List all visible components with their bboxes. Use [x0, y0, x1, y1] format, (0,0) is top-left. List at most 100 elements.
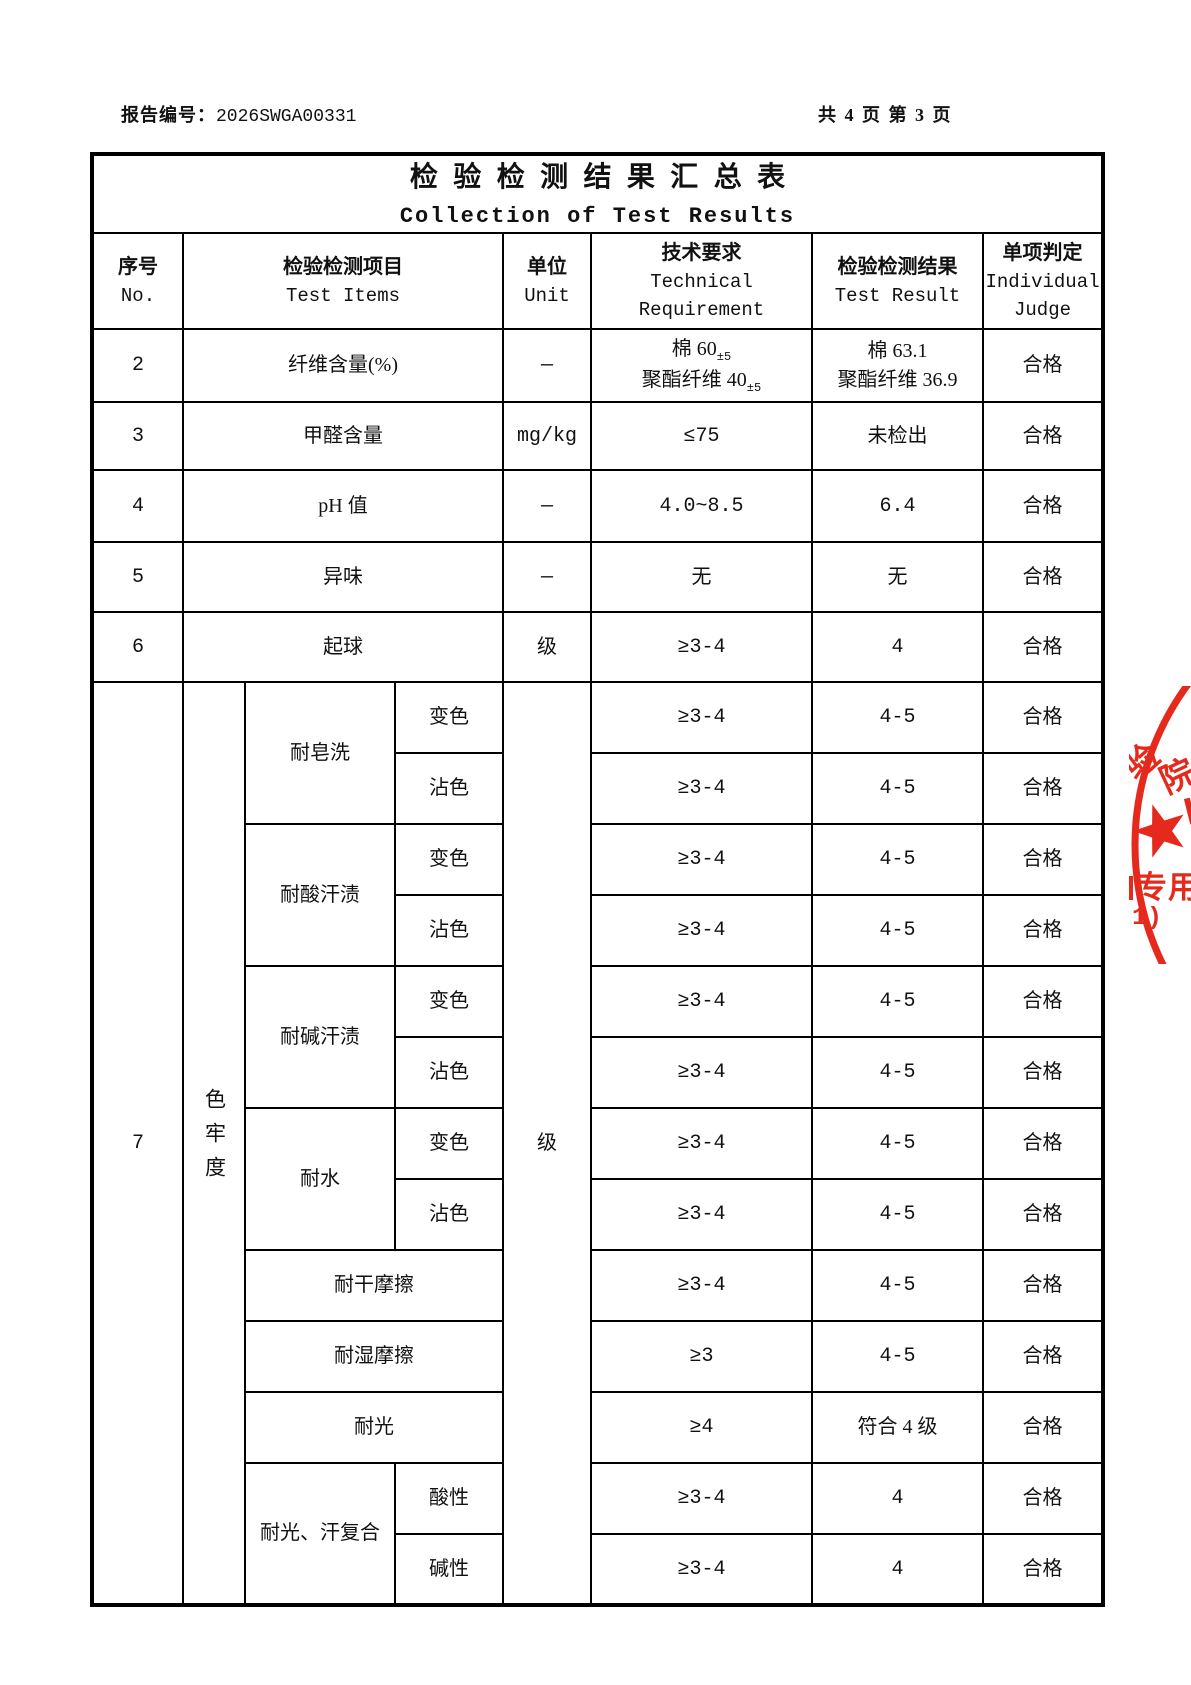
judge-cell: 合格	[982, 752, 1104, 826]
col-header-result: 检验检测结果 Test Result	[811, 232, 984, 331]
page-count: 共 4 页 第 3 页	[818, 105, 953, 125]
unit-cell: 级	[502, 681, 592, 1607]
result-cell: 4-5	[811, 1320, 984, 1394]
kind-cell: 沾色	[394, 1036, 504, 1110]
col-header-result-en: Test Result	[834, 285, 961, 308]
judge-cell: 合格	[982, 1036, 1104, 1110]
requirement-cell: ≥3	[590, 1320, 813, 1394]
group-cell: 耐干摩擦	[244, 1249, 504, 1323]
requirement-cell: ≥3-4	[590, 611, 813, 684]
stamp-partial-stroke	[1183, 797, 1191, 825]
table-title-cn: 检验检测结果汇总表	[409, 162, 801, 193]
col-header-req-cn: 技术要求	[661, 241, 742, 264]
stamp-bottom-text: 1)	[1132, 903, 1162, 932]
table-row: 耐干摩擦 ≥3-4 4-5 合格	[92, 1249, 1104, 1323]
result-cell: 4-5	[811, 752, 984, 826]
table-row: 6 起球 级 ≥3-4 4 合格	[91, 611, 1104, 684]
unit-cell: —	[502, 328, 592, 404]
official-stamp: 验 院 专用 1)	[1129, 686, 1191, 964]
result-cell: 4-5	[811, 823, 984, 897]
table-row: 7 色牢度 耐皂洗 变色 级 ≥3-4 4-5 合格	[91, 681, 1104, 1607]
kind-cell: 变色	[394, 681, 504, 755]
table-row: 耐酸汗渍 变色 ≥3-4 4-5 合格	[92, 823, 1104, 968]
col-header-items-cn: 检验检测项目	[283, 256, 403, 279]
kind-cell: 变色	[394, 1107, 504, 1181]
judge-cell: 合格	[982, 965, 1104, 1039]
requirement-line1-subscript: ±5	[716, 349, 732, 364]
requirement-cell: 无	[590, 541, 813, 614]
table-row: 耐水 变色 ≥3-4 4-5 合格	[92, 1107, 1104, 1252]
unit-cell: —	[502, 469, 592, 544]
requirement-line1: 棉 60	[671, 337, 717, 360]
col-header-requirement: 技术要求 Technical Requirement	[590, 232, 813, 331]
group-cell: 耐水	[244, 1107, 396, 1252]
table-row: 3 甲醛含量 mg/kg ≤75 未检出 合格	[91, 401, 1104, 472]
result-cell: 符合 4 级	[811, 1391, 984, 1465]
row-no-cell: 6	[91, 611, 184, 684]
col-header-no-en: No.	[120, 285, 156, 308]
requirement-cell: ≥4	[590, 1391, 813, 1465]
table-row: 碱性 ≥3-4 4 合格	[92, 1533, 1104, 1607]
judge-cell: 合格	[982, 1249, 1104, 1323]
category-cell: 色牢度	[182, 681, 246, 1607]
row-no-cell: 4	[91, 469, 184, 544]
judge-cell: 合格	[982, 894, 1104, 968]
kind-cell: 沾色	[394, 1178, 504, 1252]
judge-cell: 合格	[982, 469, 1104, 544]
col-header-req-en2: Requirement	[638, 299, 765, 322]
stamp-ring	[1131, 686, 1191, 964]
col-header-judge: 单项判定 Individual Judge	[982, 232, 1104, 331]
col-header-judge-cn: 单项判定	[1002, 241, 1083, 264]
requirement-cell: ≥3-4	[590, 1533, 813, 1607]
table-row: 沾色 ≥3-4 4-5 合格	[92, 1178, 1104, 1252]
stamp-arc-char-1: 验	[1129, 736, 1168, 788]
result-cell: 4-5	[811, 965, 984, 1039]
item-cell: 异味	[182, 541, 504, 614]
stamp-star-icon	[1133, 804, 1184, 858]
col-header-no-cn: 序号	[118, 256, 158, 279]
table-title-en: Collection of Test Results	[399, 203, 796, 229]
requirement-cell: ≥3-4	[590, 823, 813, 897]
kind-cell: 变色	[394, 965, 504, 1039]
report-number-value: 2026SWGA00331	[216, 107, 357, 127]
result-line2: 聚酯纤维 36.9	[837, 368, 958, 391]
col-header-unit: 单位 Unit	[502, 232, 592, 331]
item-cell: 甲醛含量	[182, 401, 504, 472]
result-cell: 4-5	[811, 1107, 984, 1181]
requirement-cell: ≥3-4	[590, 894, 813, 968]
row-no-cell: 2	[91, 328, 184, 404]
table-row: 沾色 ≥3-4 4-5 合格	[92, 752, 1104, 826]
requirement-cell: ≤75	[590, 401, 813, 472]
judge-cell: 合格	[982, 1533, 1104, 1607]
requirement-cell: ≥3-4	[590, 752, 813, 826]
col-header-unit-cn: 单位	[527, 256, 567, 279]
result-cell: 4-5	[811, 1249, 984, 1323]
col-header-items: 检验检测项目 Test Items	[182, 232, 504, 331]
col-header-judge-en2: Judge	[1013, 299, 1071, 322]
group-cell: 耐酸汗渍	[244, 823, 396, 968]
item-cell: 起球	[182, 611, 504, 684]
kind-cell: 沾色	[394, 894, 504, 968]
requirement-cell: ≥3-4	[590, 1036, 813, 1110]
col-header-judge-en1: Individual	[985, 270, 1100, 293]
judge-cell: 合格	[982, 541, 1104, 614]
table-row: 沾色 ≥3-4 4-5 合格	[92, 1036, 1104, 1110]
judge-cell: 合格	[982, 1107, 1104, 1181]
result-cell: 4-5	[811, 681, 984, 755]
table-row: 5 异味 — 无 无 合格	[91, 541, 1104, 614]
kind-cell: 碱性	[394, 1533, 504, 1607]
group-cell: 耐湿摩擦	[244, 1320, 504, 1394]
group-cell: 耐皂洗	[244, 681, 396, 826]
col-header-no: 序号 No.	[91, 232, 184, 331]
table-row: 耐湿摩擦 ≥3 4-5 合格	[92, 1320, 1104, 1394]
requirement-cell: ≥3-4	[590, 965, 813, 1039]
requirement-cell: 棉 60±5 聚酯纤维 40±5	[590, 328, 813, 404]
stamp-arc-char-2: 院	[1154, 752, 1191, 802]
judge-cell: 合格	[982, 1178, 1104, 1252]
row-no-cell: 7	[91, 681, 184, 1607]
result-line1: 棉 63.1	[867, 339, 928, 362]
result-cell: 4-5	[811, 1036, 984, 1110]
table-row: 沾色 ≥3-4 4-5 合格	[92, 894, 1104, 968]
result-cell: 4	[811, 1533, 984, 1607]
unit-cell: mg/kg	[502, 401, 592, 472]
